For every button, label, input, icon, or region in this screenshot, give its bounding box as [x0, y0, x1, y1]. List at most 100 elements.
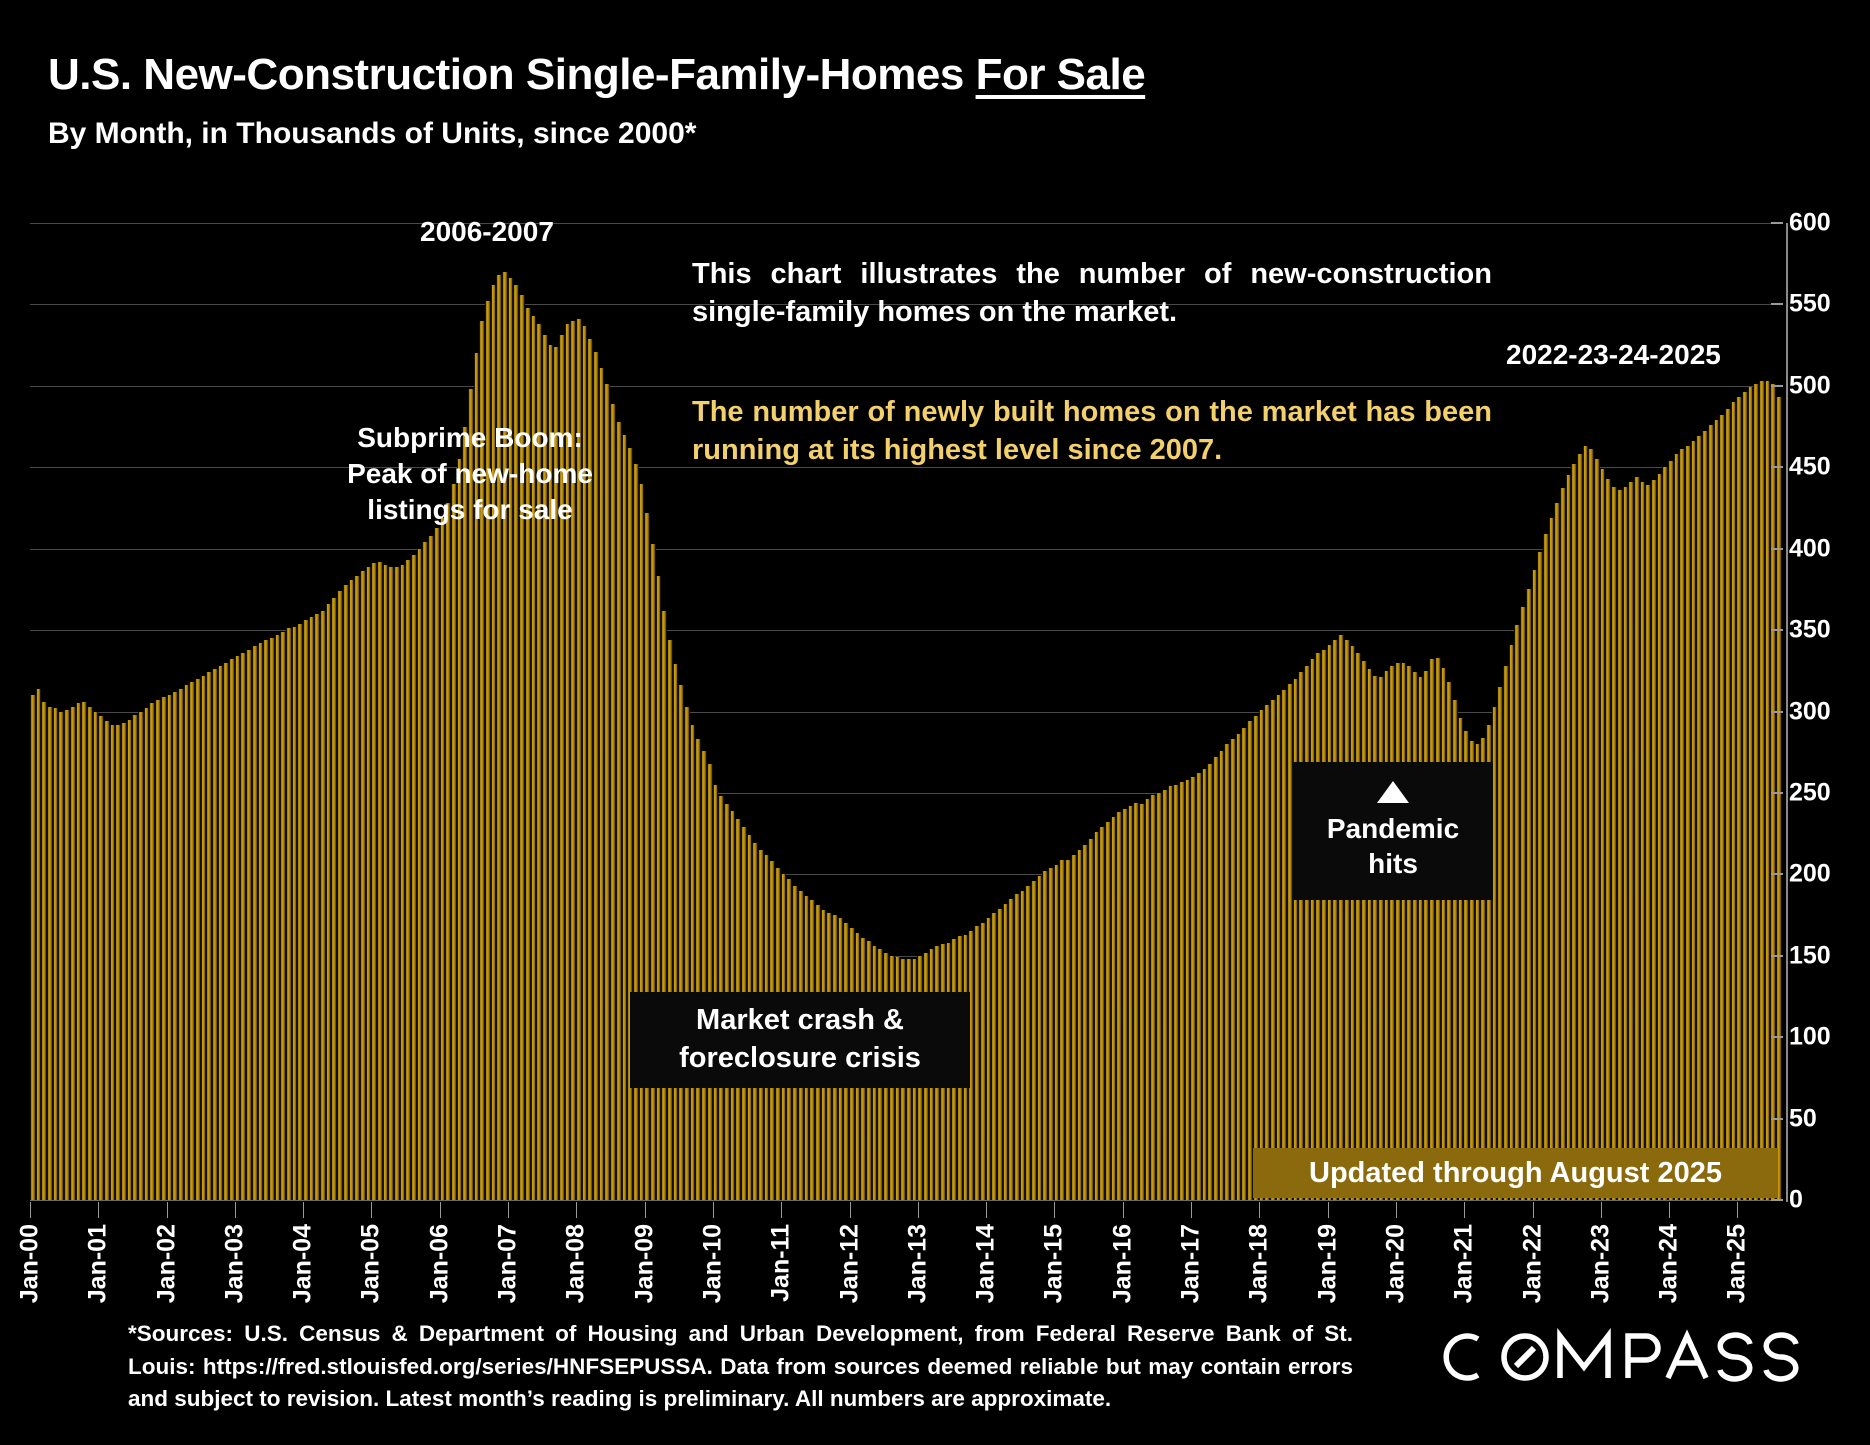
- bar: [1673, 454, 1680, 1200]
- bar: [1406, 665, 1413, 1200]
- source-footnote: *Sources: U.S. Census & Department of Ho…: [128, 1321, 1353, 1412]
- bar: [1036, 875, 1043, 1200]
- bar: [399, 564, 406, 1200]
- x-axis-tick-mark: [1259, 1202, 1261, 1218]
- bar: [1537, 551, 1543, 1200]
- y-axis-tick-label: 200: [1789, 859, 1831, 888]
- bar: [1474, 744, 1481, 1200]
- bar: [30, 695, 36, 1200]
- bar: [638, 483, 645, 1200]
- bar: [1338, 634, 1344, 1200]
- bar: [69, 706, 76, 1200]
- x-axis-tick-label: Jan-17: [1176, 1224, 1205, 1304]
- bar: [1741, 392, 1748, 1200]
- bar: [689, 724, 696, 1200]
- bar: [35, 688, 42, 1200]
- bar: [632, 464, 639, 1200]
- y-axis-tick-label: 250: [1789, 778, 1831, 807]
- bar: [1241, 727, 1248, 1200]
- bar: [1304, 665, 1310, 1200]
- bar: [64, 709, 70, 1200]
- bar: [706, 763, 713, 1200]
- bar: [456, 459, 463, 1200]
- bar: [149, 703, 156, 1200]
- bar: [541, 335, 548, 1200]
- y-axis-tick-mark: [1771, 384, 1783, 387]
- bar: [1048, 867, 1054, 1200]
- x-axis-tick-mark: [1464, 1202, 1466, 1218]
- x-axis-tick-label: Jan-22: [1518, 1224, 1547, 1304]
- compass-logo-icon: [1443, 1327, 1799, 1382]
- bar: [513, 284, 520, 1200]
- bar: [1116, 812, 1122, 1200]
- gridline-150: [30, 955, 1783, 957]
- bar: [996, 908, 1003, 1200]
- x-axis-tick-label: Jan-20: [1381, 1224, 1410, 1304]
- bar: [109, 724, 116, 1200]
- bar: [1218, 750, 1225, 1200]
- bar: [1281, 690, 1287, 1200]
- gridline-600: [30, 223, 1783, 224]
- compass-logo: COMPASS: [1432, 1322, 1832, 1392]
- callout-market-crash: Market crash & foreclosure crisis: [630, 992, 970, 1088]
- bar: [291, 626, 298, 1200]
- bar: [1201, 768, 1208, 1200]
- x-axis-tick-mark: [1054, 1202, 1056, 1218]
- bar: [1355, 652, 1361, 1200]
- bar: [1315, 652, 1322, 1200]
- callout-pandemic-hits: Pandemic hits: [1293, 762, 1493, 900]
- bar: [320, 610, 326, 1200]
- bar: [576, 319, 582, 1200]
- bar: [1332, 639, 1339, 1200]
- bar: [1423, 670, 1430, 1200]
- x-axis-tick-label: Jan-24: [1654, 1224, 1683, 1304]
- bar: [1486, 724, 1492, 1200]
- description-paragraph: This chart illustrates the number of new…: [692, 258, 1492, 329]
- x-axis-tick-mark: [439, 1202, 441, 1218]
- bar: [1730, 402, 1737, 1200]
- bar: [1577, 454, 1583, 1200]
- bar: [41, 701, 48, 1200]
- bar: [1582, 446, 1589, 1200]
- x-axis-tick-label: Jan-01: [83, 1224, 112, 1304]
- bar: [1696, 436, 1703, 1200]
- y-axis-tick-mark: [1771, 710, 1783, 713]
- bar: [1633, 477, 1640, 1200]
- bar: [1724, 408, 1731, 1200]
- gridline-450: [30, 467, 1783, 469]
- bar: [1178, 781, 1185, 1200]
- subprime-line-2: Peak of new-home: [347, 457, 593, 489]
- bar: [496, 275, 503, 1200]
- bar: [979, 923, 986, 1200]
- bar: [968, 931, 975, 1200]
- subprime-line-1: Subprime Boom:: [357, 422, 583, 453]
- y-axis-tick-mark: [1771, 466, 1783, 469]
- x-axis-tick-mark: [1669, 1202, 1671, 1218]
- bar: [132, 714, 139, 1200]
- bar: [445, 503, 451, 1200]
- bar: [1662, 467, 1668, 1200]
- bar: [1451, 700, 1458, 1200]
- bar: [1127, 805, 1134, 1200]
- bar: [166, 695, 173, 1200]
- x-axis-tick-mark: [508, 1202, 510, 1218]
- bar: [365, 566, 372, 1200]
- bar: [985, 918, 992, 1200]
- bar: [1685, 446, 1691, 1200]
- bar: [1104, 822, 1111, 1200]
- bar: [558, 335, 565, 1200]
- y-axis-tick-label: 50: [1789, 1104, 1817, 1133]
- bar: [177, 688, 184, 1200]
- bar: [428, 535, 434, 1200]
- crash-line-1: Market crash &: [696, 1004, 904, 1037]
- bar: [462, 426, 468, 1200]
- bar: [1360, 661, 1367, 1200]
- bar: [1275, 695, 1282, 1200]
- bar: [1508, 644, 1515, 1200]
- bar: [115, 724, 121, 1200]
- highlight-paragraph: The number of newly built homes on the m…: [692, 396, 1492, 467]
- chart-plot-area: [30, 223, 1783, 1201]
- bar: [1440, 667, 1447, 1200]
- bar: [1497, 687, 1504, 1200]
- y-axis-tick-mark: [1771, 547, 1783, 550]
